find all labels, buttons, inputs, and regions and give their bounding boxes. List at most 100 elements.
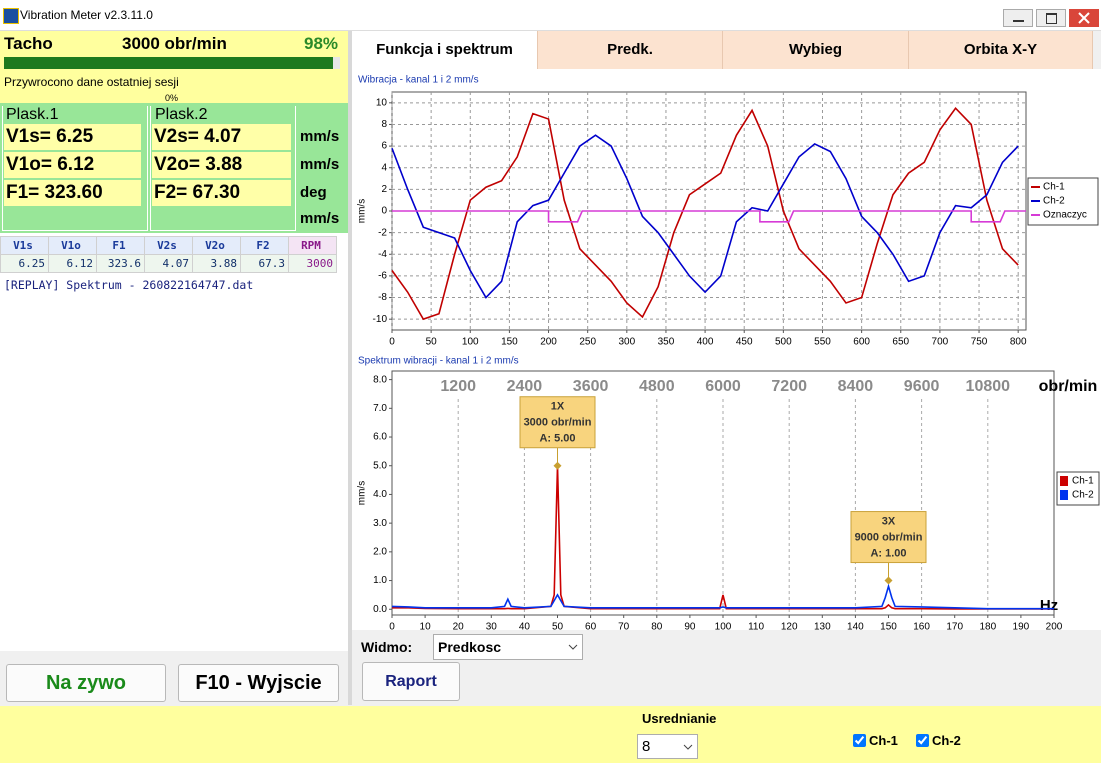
x2-tick-label: 10800	[966, 378, 1011, 395]
averaging-select[interactable]: 8	[637, 734, 698, 759]
x-tick-label: 400	[697, 337, 714, 348]
header-cell: V2o	[192, 236, 241, 255]
log-line: [REPLAY] Spektrum - 260822164747.dat	[4, 278, 254, 292]
y-tick-label: 2.0	[373, 546, 387, 557]
table-cell: 4.07	[144, 254, 193, 273]
chart-title: Spektrum wibracji - kanal 1 i 2 mm/s	[358, 356, 519, 367]
x-tick-label: 20	[453, 622, 465, 630]
checkbox[interactable]	[916, 734, 929, 747]
x-tick-label: 130	[814, 622, 831, 630]
report-button[interactable]: Raport	[362, 662, 460, 701]
table-header: V1s V1o F1 V2s V2o F2 RPM	[0, 236, 337, 255]
live-button[interactable]: Na zywo	[6, 664, 166, 702]
plane-value: F1= 323.60	[4, 180, 141, 206]
results-table: V1s V1o F1 V2s V2o F2 RPM 6.25 6.12 323.…	[0, 236, 337, 273]
y-tick-label: 2	[381, 184, 387, 195]
tab-active[interactable]: Funkcja i spektrum	[352, 31, 538, 69]
minimize-button[interactable]	[1003, 9, 1033, 27]
legend-marker	[1060, 490, 1068, 500]
spectrum-select[interactable]: Predkosc	[433, 634, 583, 660]
spectrum-value: Predkosc	[438, 639, 502, 655]
table-cell: 6.12	[48, 254, 97, 273]
x-tick-label: 0	[389, 622, 395, 630]
x-tick-label: 750	[971, 337, 988, 348]
header-cell: F1	[96, 236, 145, 255]
x-tick-label: 200	[540, 337, 557, 348]
window-title: Vibration Meter v2.3.11.0	[20, 8, 153, 22]
tab[interactable]: Wybieg	[723, 31, 909, 69]
y-tick-label: 10	[376, 97, 388, 108]
y-tick-label: 8.0	[373, 374, 387, 385]
x-tick-label: 150	[880, 622, 897, 630]
series-line	[392, 465, 1054, 610]
y-tick-label: 7.0	[373, 403, 387, 414]
y-tick-label: -8	[378, 292, 387, 303]
averaging-value: 8	[642, 738, 651, 755]
table-cell: 67.3	[240, 254, 289, 273]
checkbox[interactable]	[853, 734, 866, 747]
y-tick-label: -10	[373, 314, 388, 325]
header-cell: V1s	[0, 236, 49, 255]
plane-1-title: Plask.1	[6, 106, 59, 123]
averaging-label: Usrednianie	[642, 711, 717, 726]
channel-checkbox[interactable]: Ch-1	[853, 733, 898, 748]
x-tick-label: 350	[658, 337, 675, 348]
chevron	[683, 744, 693, 750]
tab[interactable]: Orbita X-Y	[909, 31, 1093, 69]
x-tick-label: 550	[814, 337, 831, 348]
x-tick-label: 150	[501, 337, 518, 348]
left-panel: Tacho 3000 obr/min 98% Przywrocono dane …	[0, 31, 348, 705]
legend-label: Ch-2	[1072, 490, 1094, 501]
legend-label: Ch-2	[1043, 196, 1065, 207]
x-tick-label: 90	[684, 622, 696, 630]
table-cell: 3000	[288, 254, 337, 273]
close-button[interactable]	[1069, 9, 1099, 27]
chart-title: Wibracja - kanal 1 i 2 mm/s	[358, 75, 479, 86]
close-icon	[1078, 12, 1090, 24]
header-cell: V2s	[144, 236, 193, 255]
annotation-marker	[884, 576, 893, 585]
x-tick-label: 120	[781, 622, 798, 630]
annotation-box	[850, 511, 927, 564]
tacho-progress-bar	[4, 57, 334, 69]
tab[interactable]: Predk.	[538, 31, 723, 69]
x2-tick-label: 6000	[705, 378, 741, 395]
x2-tick-label: 1200	[440, 378, 476, 395]
x2-tick-label: 9600	[904, 378, 940, 395]
y-tick-label: 4	[381, 162, 387, 173]
plane-1-frame	[2, 106, 148, 231]
x-tick-label: 700	[932, 337, 949, 348]
unit-label: deg	[300, 184, 327, 201]
x-axis-label: Hz	[1040, 597, 1058, 614]
channel-checkbox[interactable]: Ch-2	[916, 733, 961, 748]
tacho-panel: Tacho 3000 obr/min 98% Przywrocono dane …	[0, 31, 348, 103]
series-line	[391, 583, 1054, 610]
y-tick-label: 6.0	[373, 432, 387, 443]
status-message: Przywrocono dane ostatniej sesji	[4, 75, 179, 89]
title-bar: Vibration Meter v2.3.11.0	[0, 0, 1101, 31]
legend-label: Ch-1	[1043, 182, 1065, 193]
x-tick-label: 80	[651, 622, 663, 630]
x-tick-label: 450	[736, 337, 753, 348]
exit-button[interactable]: F10 - Wyjscie	[178, 664, 339, 702]
table-cell: 323.6	[96, 254, 145, 273]
header-cell: F2	[240, 236, 289, 255]
table-cell: 6.25	[0, 254, 49, 273]
checkbox-label: Ch-2	[932, 733, 961, 748]
annotation-text: 9000 obr/min	[855, 531, 923, 543]
charts: Wibracja - kanal 1 i 2 mm/s mm/s -10 -8 -6 -4…	[357, 75, 1100, 630]
y-tick-label: 4.0	[373, 489, 387, 500]
plane-value: F2= 67.30	[152, 180, 291, 206]
tacho-percent: 98%	[304, 34, 339, 53]
x2-tick-label: 3600	[573, 378, 609, 395]
app-icon	[3, 8, 19, 24]
y-tick-label: 0.0	[373, 604, 387, 615]
unit-label: mm/s	[300, 210, 340, 227]
series-line	[391, 134, 1019, 299]
maximize-button[interactable]	[1036, 9, 1066, 27]
x-tick-label: 50	[552, 622, 564, 630]
dropdown-arrow	[568, 644, 578, 650]
plane-value: V2o= 3.88	[152, 152, 291, 178]
x-tick-label: 0	[389, 337, 395, 348]
maximize-icon	[1046, 13, 1057, 24]
